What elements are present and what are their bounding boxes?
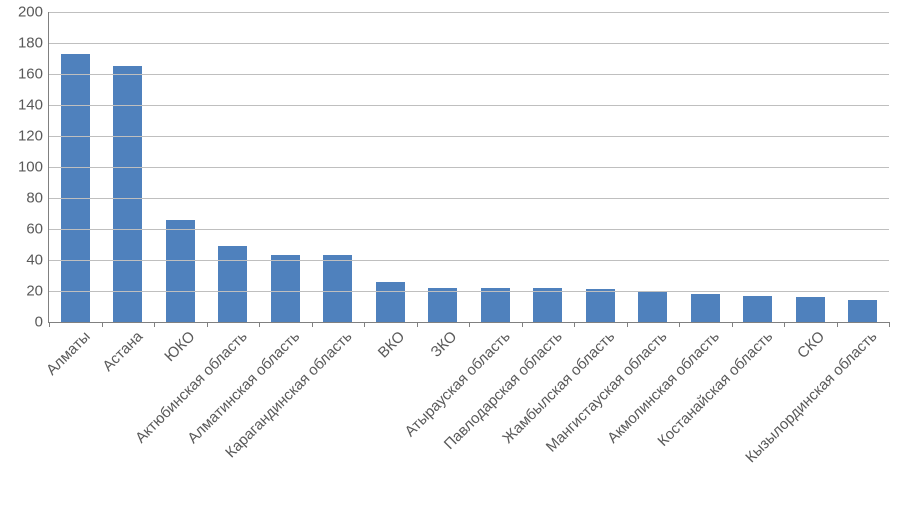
- x-tick: [837, 322, 838, 327]
- gridline: [49, 167, 889, 168]
- y-tick-label: 200: [18, 4, 43, 21]
- y-tick-label: 40: [26, 252, 43, 269]
- gridline: [49, 198, 889, 199]
- x-category-label: ВКО: [375, 328, 408, 361]
- x-category-label: СКО: [794, 328, 828, 362]
- x-tick: [522, 322, 523, 327]
- y-tick-label: 100: [18, 159, 43, 176]
- x-tick: [679, 322, 680, 327]
- x-category-label: Алматы: [43, 328, 94, 379]
- bar: [428, 288, 457, 322]
- x-category-label: Астана: [99, 328, 146, 375]
- gridline: [49, 43, 889, 44]
- y-tick-label: 180: [18, 35, 43, 52]
- gridline: [49, 12, 889, 13]
- x-tick: [469, 322, 470, 327]
- plot-area: АлматыАстанаЮКОАктюбинская областьАлмати…: [48, 12, 889, 323]
- bar: [743, 296, 772, 322]
- bar: [61, 54, 90, 322]
- bar: [796, 297, 825, 322]
- gridline: [49, 136, 889, 137]
- y-tick-label: 120: [18, 128, 43, 145]
- bar: [218, 246, 247, 322]
- gridline: [49, 260, 889, 261]
- bar: [848, 300, 877, 322]
- x-tick: [364, 322, 365, 327]
- y-tick-label: 60: [26, 221, 43, 238]
- bar: [376, 282, 405, 322]
- y-tick-label: 140: [18, 97, 43, 114]
- gridline: [49, 229, 889, 230]
- x-tick: [207, 322, 208, 327]
- bar: [691, 294, 720, 322]
- x-category-label: ЮКО: [161, 328, 198, 365]
- bar: [271, 255, 300, 322]
- x-tick: [49, 322, 50, 327]
- y-tick-label: 0: [35, 314, 43, 331]
- x-tick: [417, 322, 418, 327]
- x-tick: [889, 322, 890, 327]
- bar-chart: АлматыАстанаЮКОАктюбинская областьАлмати…: [0, 0, 900, 510]
- bar: [166, 220, 195, 322]
- bar: [481, 288, 510, 322]
- x-tick: [574, 322, 575, 327]
- y-tick-label: 20: [26, 283, 43, 300]
- gridline: [49, 291, 889, 292]
- x-tick: [627, 322, 628, 327]
- x-tick: [259, 322, 260, 327]
- gridline: [49, 74, 889, 75]
- x-tick: [154, 322, 155, 327]
- y-tick-label: 160: [18, 66, 43, 83]
- gridline: [49, 105, 889, 106]
- x-tick: [312, 322, 313, 327]
- y-tick-label: 80: [26, 190, 43, 207]
- x-category-label: ЗКО: [428, 328, 461, 361]
- bar: [533, 288, 562, 322]
- bar: [638, 291, 667, 322]
- x-tick: [784, 322, 785, 327]
- x-tick: [732, 322, 733, 327]
- x-tick: [102, 322, 103, 327]
- bar: [586, 289, 615, 322]
- bar: [323, 255, 352, 322]
